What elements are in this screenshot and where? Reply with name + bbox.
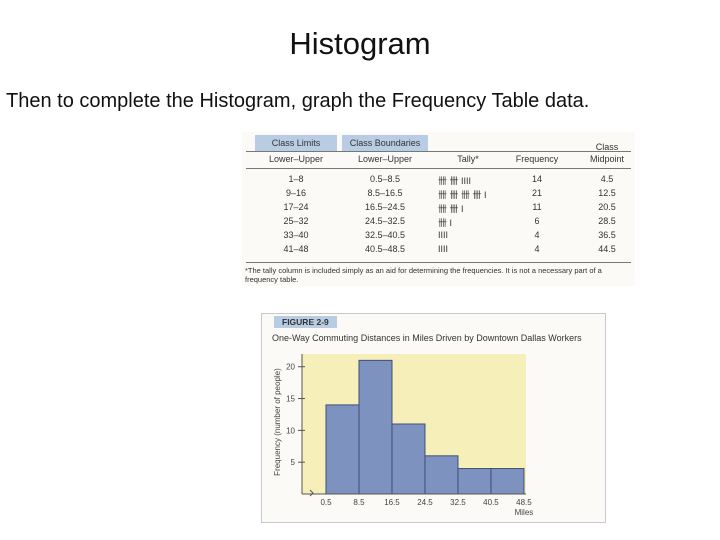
x-tick-label: 24.5	[417, 498, 433, 507]
histogram-bar	[358, 359, 393, 495]
cell-boundaries: 32.5–40.5	[364, 230, 406, 240]
cell-tally: 卌 卌 卌 卌 I	[438, 190, 487, 200]
cell-frequency: 21	[531, 188, 542, 198]
header-class-boundaries: Class Boundaries	[349, 138, 421, 148]
cell-limits: 25–32	[283, 216, 309, 226]
cell-boundaries: 24.5–32.5	[364, 216, 406, 226]
histogram-bar	[457, 468, 492, 495]
cell-frequency: 11	[532, 202, 542, 212]
header-highlight	[342, 135, 428, 152]
y-tick-label: 5	[291, 458, 296, 467]
slide-title: Histogram	[289, 26, 431, 61]
header-highlight	[255, 135, 337, 152]
cell-boundaries: 8.5–16.5	[367, 188, 403, 198]
cell-midpoint: 12.5	[598, 188, 616, 198]
cell-midpoint: 28.5	[598, 216, 616, 226]
header-rule	[246, 151, 631, 152]
x-tick-label: 16.5	[384, 498, 400, 507]
header-frequency: Frequency	[515, 154, 559, 164]
histogram-bar	[490, 468, 525, 495]
cell-midpoint: 36.5	[598, 230, 616, 240]
histogram-figure: FIGURE 2-9 One-Way Commuting Distances i…	[261, 313, 606, 523]
table-footnote: *The tally column is included simply as …	[245, 266, 602, 284]
histogram-bar	[391, 423, 426, 495]
axis-break-icon	[309, 489, 314, 497]
y-tick-label: 15	[286, 395, 295, 404]
figure-label: FIGURE 2-9	[274, 316, 337, 328]
cell-tally: 卌 卌 IIII	[438, 176, 472, 186]
x-tick-label: 8.5	[353, 498, 365, 507]
histogram-bar	[325, 404, 360, 495]
x-tick-label: 0.5	[320, 498, 332, 507]
table-bottom-rule	[246, 262, 631, 263]
cell-limits: 33–40	[283, 230, 309, 240]
header-rule	[246, 168, 631, 169]
header-class: Class	[595, 142, 619, 152]
cell-limits: 41–48	[283, 244, 309, 254]
x-tick-label: 32.5	[450, 498, 466, 507]
cell-tally: 卌 卌 I	[438, 204, 464, 214]
cell-midpoint: 4.5	[600, 174, 614, 184]
cell-limits: 9–16	[285, 188, 307, 198]
cell-frequency: 14	[531, 174, 542, 184]
header-lower-upper-limits: Lower–Upper	[268, 154, 324, 164]
figure-caption: One-Way Commuting Distances in Miles Dri…	[272, 333, 582, 343]
frequency-table: Class Limits Class Boundaries Class Lowe…	[242, 132, 635, 286]
y-tick-label: 20	[286, 363, 295, 372]
cell-midpoint: 44.5	[598, 244, 616, 254]
y-tick-label: 10	[286, 426, 295, 435]
cell-limits: 17–24	[283, 202, 309, 212]
histogram-bar	[424, 455, 459, 495]
header-class-limits: Class Limits	[271, 138, 321, 148]
header-midpoint: Midpoint	[589, 154, 625, 164]
cell-tally: IIII	[438, 244, 449, 254]
cell-midpoint: 20.5	[598, 202, 616, 212]
cell-limits: 1–8	[288, 174, 304, 184]
slide-subtitle: Then to complete the Histogram, graph th…	[6, 90, 590, 112]
header-tally: Tally*	[457, 154, 479, 164]
cell-tally: IIII	[438, 230, 449, 240]
x-tick-label: 40.5	[483, 498, 499, 507]
cell-boundaries: 16.5–24.5	[364, 202, 406, 212]
cell-tally: 卌 I	[438, 218, 453, 228]
x-tick-label: 48.5	[516, 498, 532, 507]
cell-boundaries: 0.5–8.5	[369, 174, 401, 184]
x-axis-label: Miles	[515, 508, 534, 517]
y-axis-label: Frequency (number of people)	[273, 368, 282, 476]
header-lower-upper-boundaries: Lower–Upper	[357, 154, 413, 164]
cell-frequency: 6	[534, 216, 540, 226]
cell-boundaries: 40.5–48.5	[364, 244, 406, 254]
cell-frequency: 4	[534, 230, 540, 240]
cell-frequency: 4	[534, 244, 540, 254]
